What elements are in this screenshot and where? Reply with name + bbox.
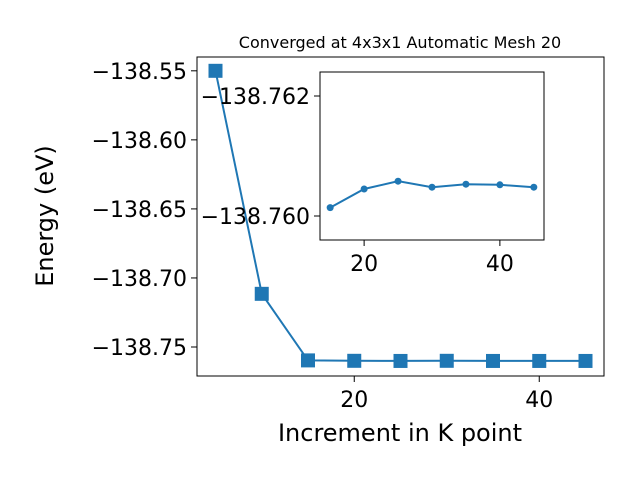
main-y-tick-label: −138.65 xyxy=(92,198,187,223)
x-axis-label: Increment in K point xyxy=(278,419,522,447)
chart-title: Converged at 4x3x1 Automatic Mesh 20 xyxy=(239,33,561,52)
inset-plot-background xyxy=(320,72,544,240)
main-plot-frame xyxy=(196,56,605,377)
main-y-tick-label: −138.75 xyxy=(92,336,187,361)
inset-data-point xyxy=(326,204,334,212)
inset-data-point xyxy=(496,181,504,189)
inset-data-point xyxy=(462,180,470,188)
main-x-tick-label: 20 xyxy=(340,388,368,413)
main-data-point xyxy=(393,353,408,368)
inset-data-point xyxy=(530,183,538,191)
inset-y-tick-label: −138.760 xyxy=(201,205,310,230)
inset-x-tick-label: 40 xyxy=(486,252,514,277)
main-data-point xyxy=(532,353,547,368)
y-axis-label: Energy (eV) xyxy=(31,145,59,287)
inset-data-point xyxy=(428,183,436,191)
main-y-tick-label: −138.55 xyxy=(92,60,187,85)
main-data-point xyxy=(254,286,269,301)
main-data-point xyxy=(439,353,454,368)
main-data-point xyxy=(301,353,315,368)
main-x-tick-label: 40 xyxy=(525,388,553,413)
inset-x-tick-label: 20 xyxy=(350,252,378,277)
inset-data-point xyxy=(360,185,368,193)
main-y-tick-label: −138.60 xyxy=(92,129,187,154)
main-y-tick-label: −138.70 xyxy=(92,267,187,292)
main-data-point xyxy=(347,353,362,368)
main-data-point xyxy=(208,63,223,78)
main-data-point xyxy=(578,353,593,368)
inset-data-point xyxy=(394,177,402,185)
inset-y-tick-label: −138.762 xyxy=(201,85,310,110)
inset-plot-frame xyxy=(319,71,545,241)
main-data-point xyxy=(486,353,500,368)
